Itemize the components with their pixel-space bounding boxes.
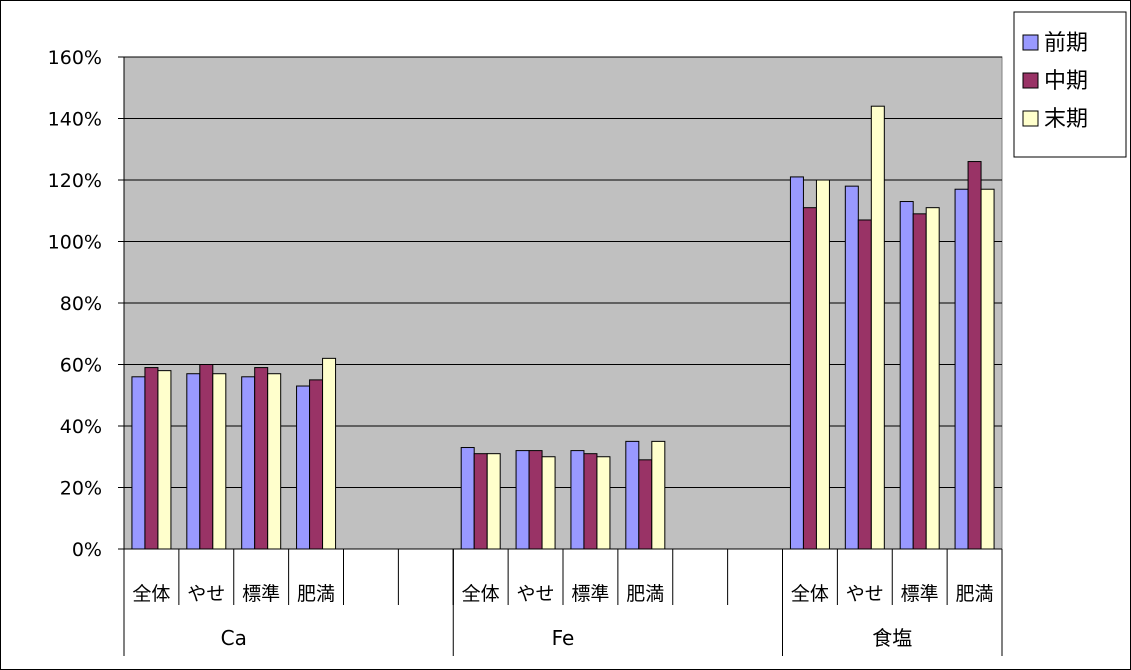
- bar: [899, 201, 914, 550]
- bar: [570, 450, 585, 550]
- x-group-label: Ca: [221, 626, 247, 650]
- x-category-label: 肥満: [626, 583, 664, 605]
- y-tick-label: 40%: [60, 416, 102, 438]
- y-tick-label: 20%: [60, 478, 102, 500]
- bar: [583, 453, 598, 550]
- bar: [199, 364, 214, 550]
- bar: [296, 385, 311, 550]
- x-category-label: やせ: [517, 583, 555, 605]
- x-category-label: やせ: [187, 583, 225, 605]
- legend-label: 前期: [1044, 31, 1088, 56]
- legend-swatch: [1022, 34, 1039, 51]
- x-group-label: 食塩: [872, 626, 912, 650]
- bar: [157, 370, 172, 550]
- bar: [925, 207, 940, 550]
- bar: [309, 379, 324, 550]
- y-tick-label: 100%: [48, 232, 102, 254]
- bar: [912, 213, 927, 550]
- bar: [815, 179, 830, 550]
- legend-label: 中期: [1044, 69, 1088, 94]
- x-category-label: 標準: [242, 583, 280, 605]
- bar: [870, 105, 885, 550]
- bar: [131, 376, 146, 550]
- bar: [954, 188, 969, 550]
- bar: [967, 161, 982, 550]
- x-group-label: Fe: [552, 626, 575, 650]
- bar: [241, 376, 256, 550]
- y-tick-label: 120%: [48, 170, 102, 192]
- x-category-label: 標準: [901, 583, 939, 605]
- bar: [596, 456, 611, 550]
- legend-swatch: [1022, 110, 1039, 127]
- bar: [789, 176, 804, 550]
- bar: [515, 450, 530, 550]
- bar: [267, 373, 282, 550]
- bar: [486, 453, 501, 550]
- bar: [473, 453, 488, 550]
- x-category-label: 標準: [571, 583, 609, 605]
- y-tick-label: 160%: [48, 47, 102, 69]
- bar: [980, 188, 995, 550]
- bar: [857, 219, 872, 550]
- bar: [460, 447, 475, 550]
- bar: [254, 367, 269, 550]
- x-category-label: 全体: [462, 583, 500, 605]
- y-tick-label: 60%: [60, 355, 102, 377]
- legend-label: 末期: [1044, 107, 1088, 132]
- bar: [625, 440, 640, 550]
- bar: [528, 450, 543, 550]
- y-tick-label: 80%: [60, 293, 102, 315]
- x-category-label: 全体: [132, 583, 170, 605]
- x-category-label: 肥満: [956, 583, 994, 605]
- bar: [186, 373, 201, 550]
- bar: [638, 459, 653, 550]
- x-category-label: 全体: [791, 583, 829, 605]
- legend-swatch: [1022, 72, 1039, 89]
- bar: [541, 456, 556, 550]
- bar: [802, 207, 817, 550]
- x-category-label: やせ: [846, 583, 884, 605]
- bar: [844, 185, 859, 550]
- y-tick-label: 0%: [72, 539, 102, 561]
- x-category-label: 肥満: [297, 583, 335, 605]
- bar: [212, 373, 227, 550]
- bar: [144, 367, 159, 550]
- bar: [651, 440, 666, 550]
- y-tick-label: 140%: [48, 109, 102, 131]
- bar: [322, 357, 337, 550]
